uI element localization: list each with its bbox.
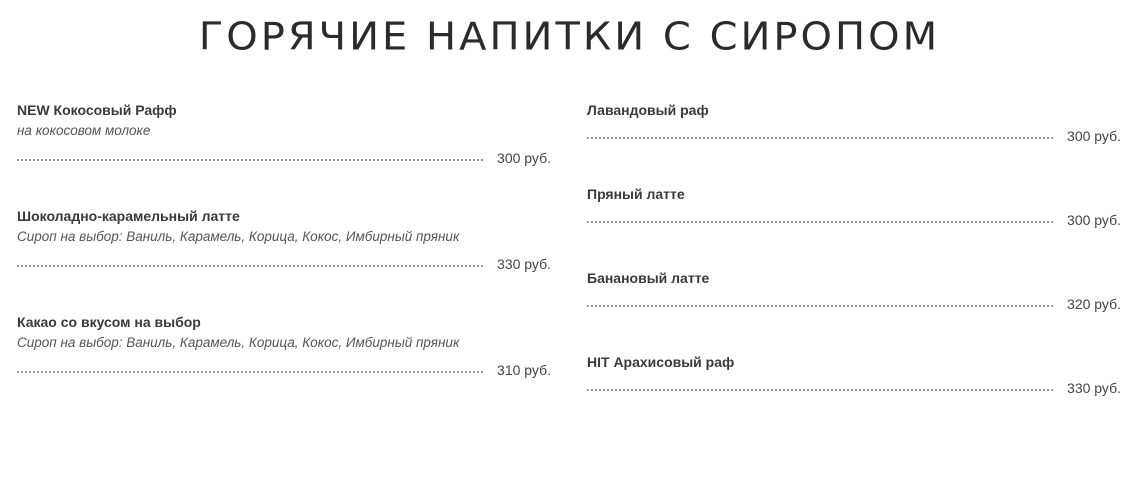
item-price: 300 руб. xyxy=(1067,128,1121,144)
item-name: Какао со вкусом на выбор xyxy=(17,314,201,330)
item-description: на кокосовом молоке xyxy=(17,123,151,138)
item-name: NEW Кокосовый Рафф xyxy=(17,102,177,118)
item-name: Банановый латте xyxy=(587,270,710,286)
dot-leader xyxy=(587,388,1054,391)
menu-item: Лавандовый раф 300 руб. xyxy=(587,100,1121,184)
page-title: ГОРЯЧИЕ НАПИТКИ С СИРОПОМ xyxy=(198,15,941,59)
menu-item: Пряный латте 300 руб. xyxy=(587,184,1121,268)
item-description: Сироп на выбор: Ваниль, Карамель, Корица… xyxy=(17,335,460,350)
item-price: 310 руб. xyxy=(497,362,551,378)
menu-item: NEW Кокосовый Рафф на кокосовом молоке 3… xyxy=(17,100,551,206)
item-name: Шоколадно-карамельный латте xyxy=(17,208,240,224)
menu-column-right: Лавандовый раф 300 руб. Пряный латте 300… xyxy=(587,100,1121,436)
menu-item: HIT Арахисовый раф 330 руб. xyxy=(587,352,1121,436)
item-description: Сироп на выбор: Ваниль, Карамель, Корица… xyxy=(17,229,460,244)
item-name: Пряный латте xyxy=(587,186,685,202)
item-price: 320 руб. xyxy=(1067,296,1121,312)
dot-leader xyxy=(587,304,1054,307)
menu-item: Какао со вкусом на выбор Сироп на выбор:… xyxy=(17,312,551,418)
dot-leader xyxy=(17,158,484,161)
dot-leader xyxy=(17,264,484,267)
item-name: HIT Арахисовый раф xyxy=(587,354,735,370)
dot-leader xyxy=(587,136,1054,139)
item-name: Лавандовый раф xyxy=(587,102,709,118)
item-price: 330 руб. xyxy=(1067,380,1121,396)
dot-leader xyxy=(587,220,1054,223)
item-price: 300 руб. xyxy=(497,150,551,166)
dot-leader xyxy=(17,370,484,373)
menu-item: Банановый латте 320 руб. xyxy=(587,268,1121,352)
item-price: 300 руб. xyxy=(1067,212,1121,228)
menu-column-left: NEW Кокосовый Рафф на кокосовом молоке 3… xyxy=(17,100,551,418)
menu-item: Шоколадно-карамельный латте Сироп на выб… xyxy=(17,206,551,312)
item-price: 330 руб. xyxy=(497,256,551,272)
